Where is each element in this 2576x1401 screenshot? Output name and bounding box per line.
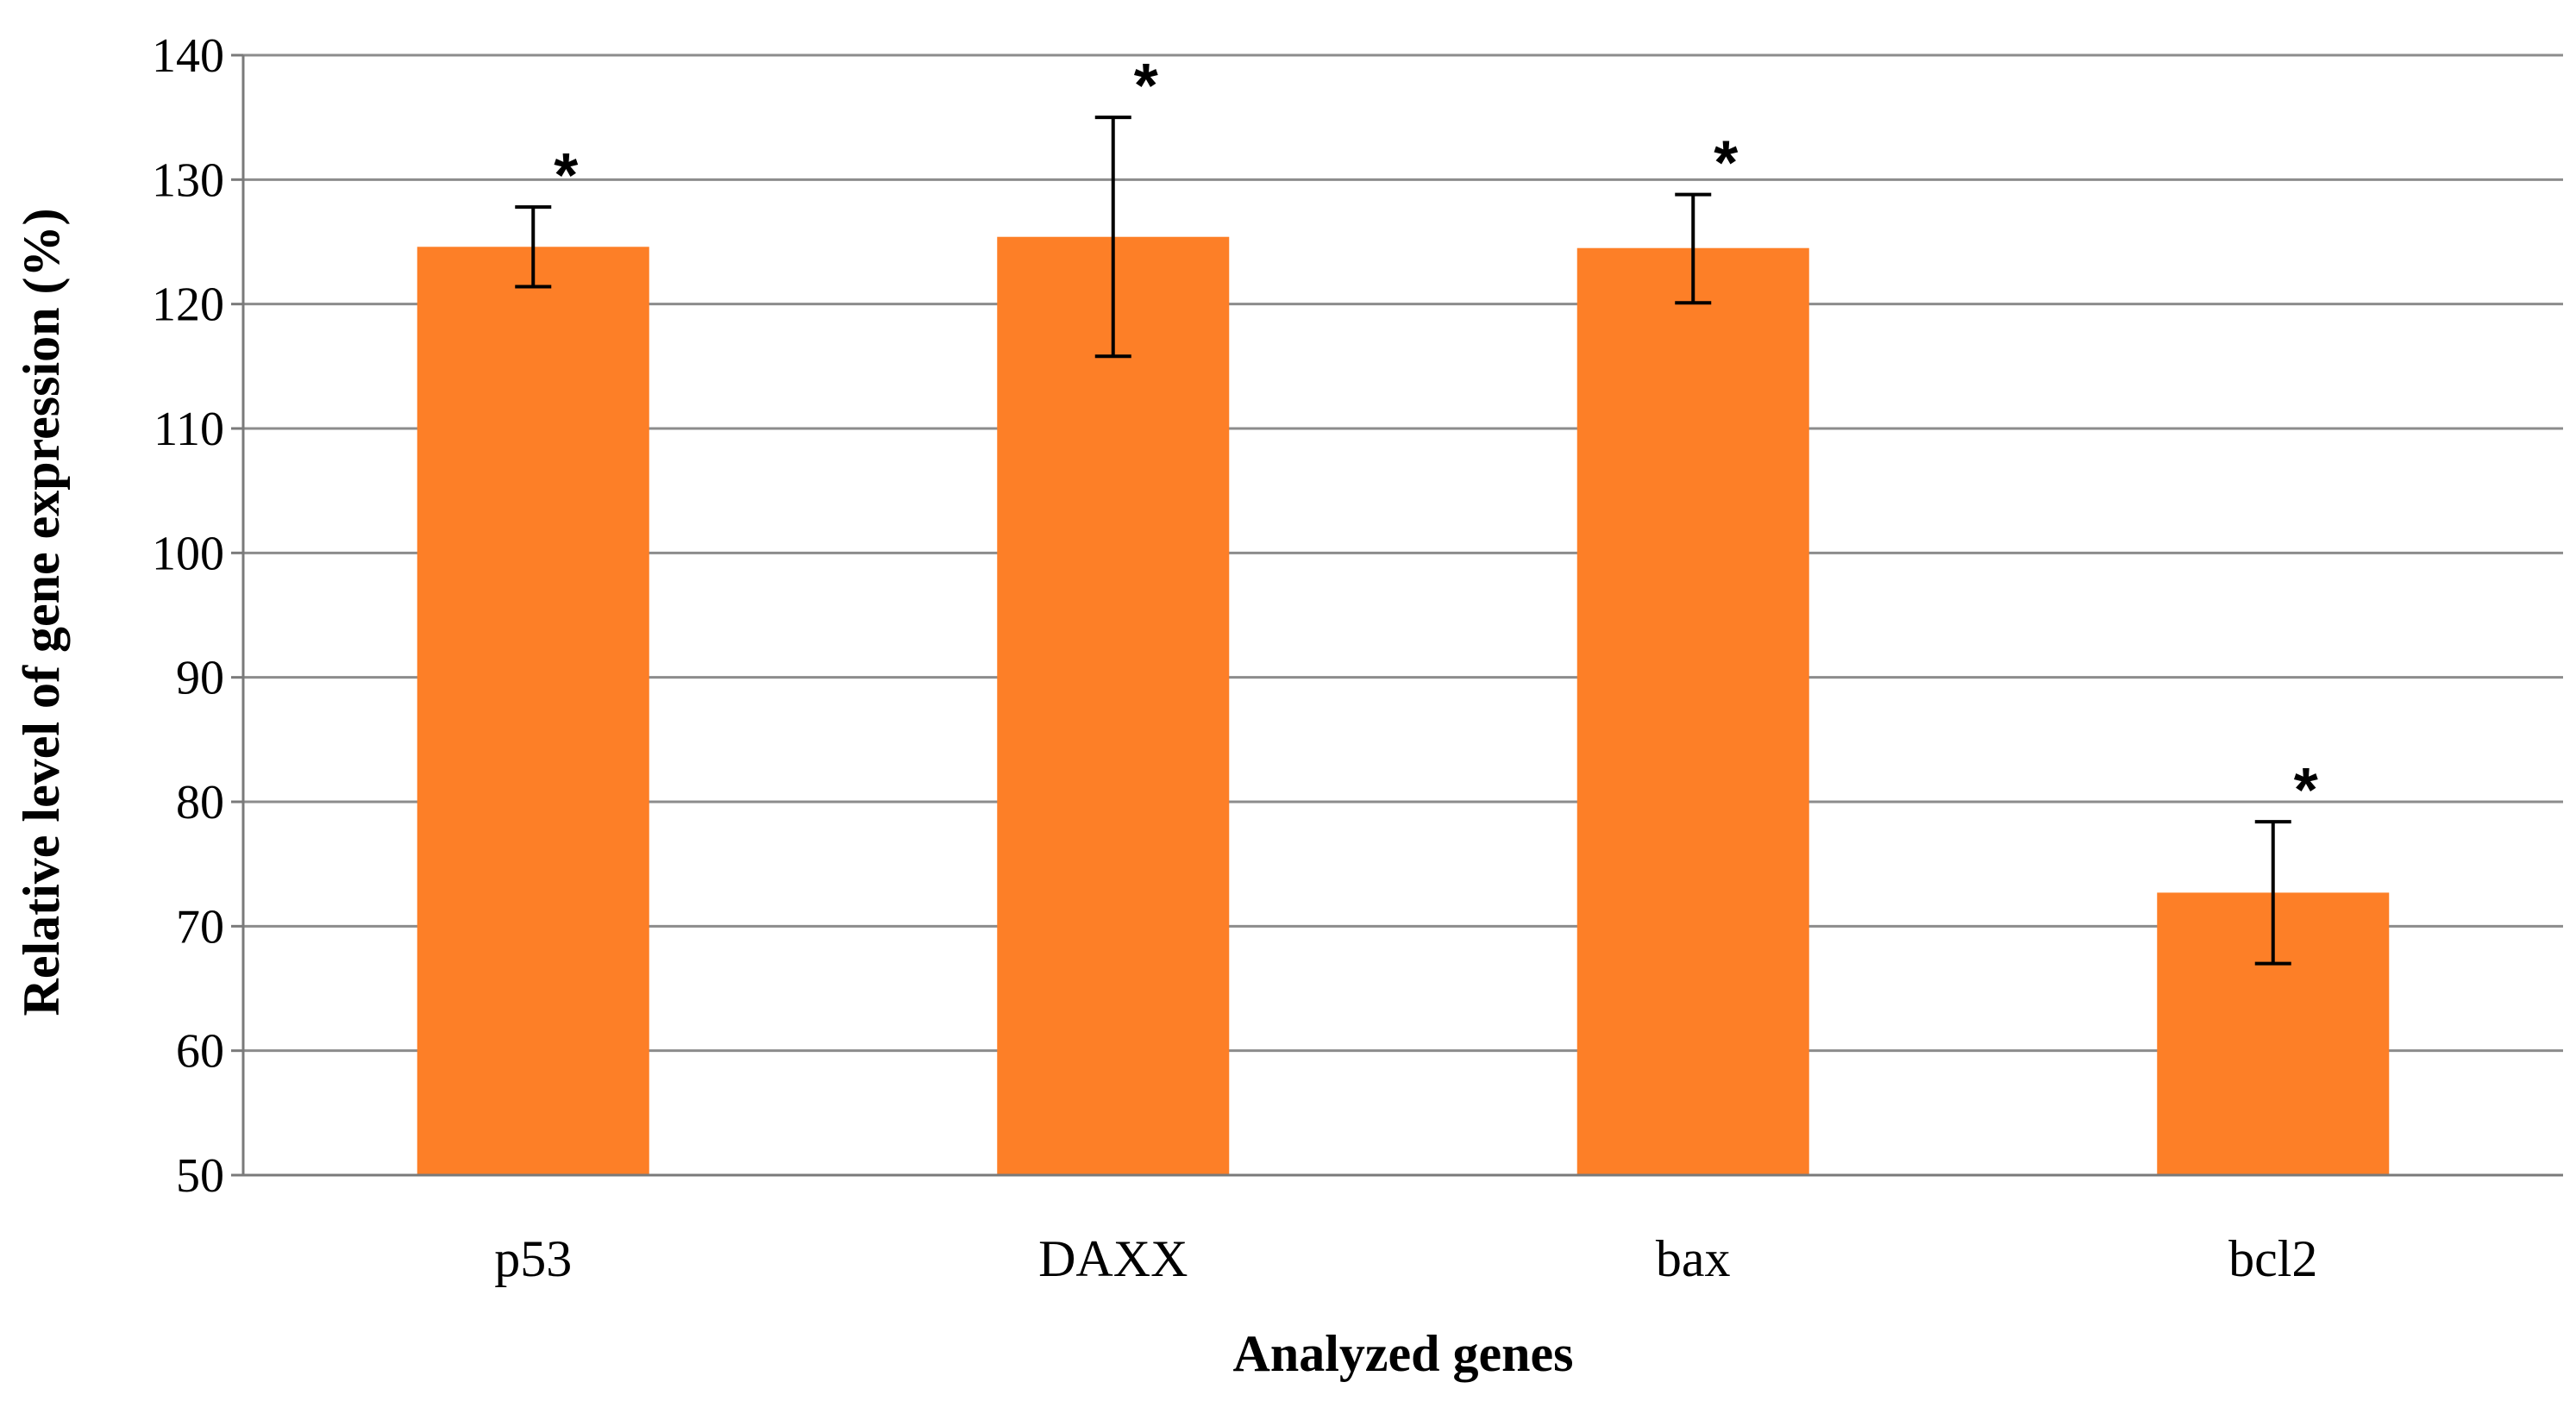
y-tick-label-60: 60 (176, 1025, 224, 1079)
bars (417, 236, 2390, 1176)
x-category-label-bax: bax (1656, 1230, 1731, 1287)
x-category-label-bcl2: bcl2 (2228, 1230, 2317, 1287)
y-axis-title: Relative level of gene expression (%) (13, 208, 70, 1016)
y-tick-label-120: 120 (152, 278, 224, 332)
x-axis-title: Analyzed genes (1233, 1325, 1574, 1382)
y-tick-label-80: 80 (176, 776, 224, 829)
y-tick-label-110: 110 (154, 403, 224, 456)
bar-DAXX (997, 236, 1230, 1175)
y-tick-label-140: 140 (152, 29, 224, 83)
error-bars (515, 116, 2291, 966)
significance-marker-p53: * (554, 141, 578, 210)
bar-bax (1576, 247, 1809, 1175)
labels: 50 60 70 80 90 100 110 120 130 140 * p53 * DAXX * bax * b… (152, 29, 2318, 1287)
bar-p53 (417, 247, 649, 1176)
significance-marker-bax: * (1714, 129, 1738, 198)
y-tick-label-90: 90 (176, 652, 224, 705)
x-category-label-p53: p53 (494, 1230, 572, 1287)
y-tick-label-100: 100 (152, 527, 224, 580)
y-tick-label-130: 130 (152, 153, 224, 207)
y-tick-label-70: 70 (176, 900, 224, 954)
y-tick-label-50: 50 (176, 1149, 224, 1203)
axes (231, 53, 2563, 1177)
x-category-label-DAXX: DAXX (1038, 1230, 1188, 1287)
significance-marker-DAXX: * (1134, 52, 1158, 121)
significance-marker-bcl2: * (2294, 756, 2318, 825)
